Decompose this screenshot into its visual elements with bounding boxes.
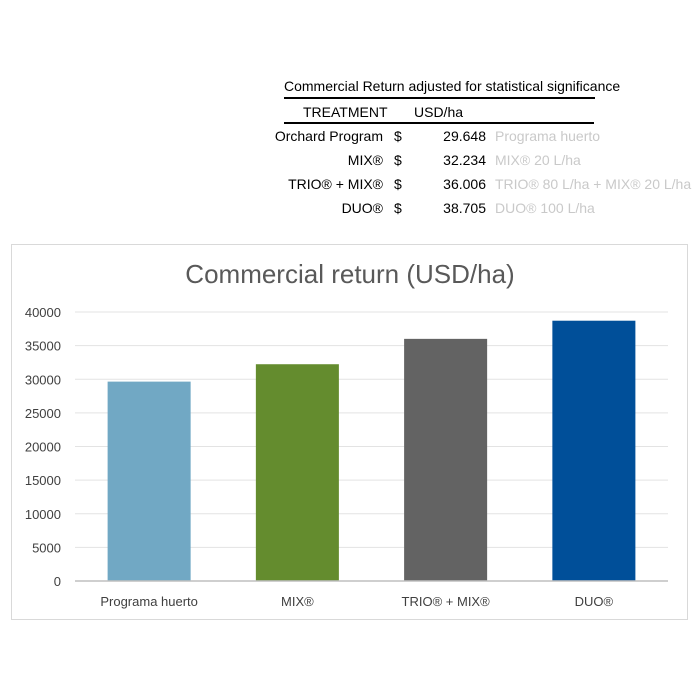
treatment-note: DUO® 100 L/ha xyxy=(495,200,595,216)
header-treatment: TREATMENT xyxy=(303,104,388,120)
y-tick-label: 20000 xyxy=(25,440,61,455)
treatment-name: DUO® xyxy=(341,200,383,216)
bar-3 xyxy=(404,338,488,581)
y-tick-label: 40000 xyxy=(25,305,61,320)
table-row: DUO® $ 38.705 DUO® 100 L/ha xyxy=(200,200,695,220)
y-tick-label: 5000 xyxy=(32,540,61,555)
x-tick-label: TRIO® + MIX® xyxy=(402,594,491,609)
x-tick-label: Programa huerto xyxy=(100,594,198,609)
x-tick-label: DUO® xyxy=(575,594,614,609)
treatment-note: TRIO® 80 L/ha + MIX® 20 L/ha xyxy=(495,176,692,192)
currency-symbol: $ xyxy=(394,128,402,144)
treatment-name: MIX® xyxy=(347,152,383,168)
chart-title: Commercial return (USD/ha) xyxy=(185,259,515,289)
header-unit: USD/ha xyxy=(414,104,464,120)
treatment-note: Programa huerto xyxy=(495,128,601,144)
currency-symbol: $ xyxy=(394,176,402,192)
table-row: TRIO® + MIX® $ 36.006 TRIO® 80 L/ha + MI… xyxy=(200,176,695,196)
y-tick-label: 10000 xyxy=(25,507,61,522)
table-title: Commercial Return adjusted for statistic… xyxy=(284,78,621,94)
y-tick-label: 0 xyxy=(54,574,61,589)
treatment-name: Orchard Program xyxy=(274,128,383,144)
treatment-note: MIX® 20 L/ha xyxy=(495,152,581,168)
y-tick-label: 35000 xyxy=(25,339,61,354)
currency-symbol: $ xyxy=(394,152,402,168)
table-top-rule xyxy=(284,97,595,99)
bar-4 xyxy=(552,320,636,581)
table-row: MIX® $ 32.234 MIX® 20 L/ha xyxy=(200,152,695,172)
treatment-name: TRIO® + MIX® xyxy=(288,176,383,192)
return-amount: 38.705 xyxy=(443,200,486,216)
bar-1 xyxy=(107,381,191,581)
table-header-rule xyxy=(284,122,594,124)
return-amount: 29.648 xyxy=(443,128,486,144)
currency-symbol: $ xyxy=(394,200,402,216)
y-tick-label: 15000 xyxy=(25,473,61,488)
y-tick-label: 30000 xyxy=(25,372,61,387)
return-amount: 36.006 xyxy=(443,176,486,192)
return-amount: 32.234 xyxy=(443,152,486,168)
table-row: Orchard Program $ 29.648 Programa huerto xyxy=(200,128,695,148)
x-tick-label: MIX® xyxy=(281,594,314,609)
bar-2 xyxy=(255,364,339,581)
y-tick-label: 25000 xyxy=(25,406,61,421)
